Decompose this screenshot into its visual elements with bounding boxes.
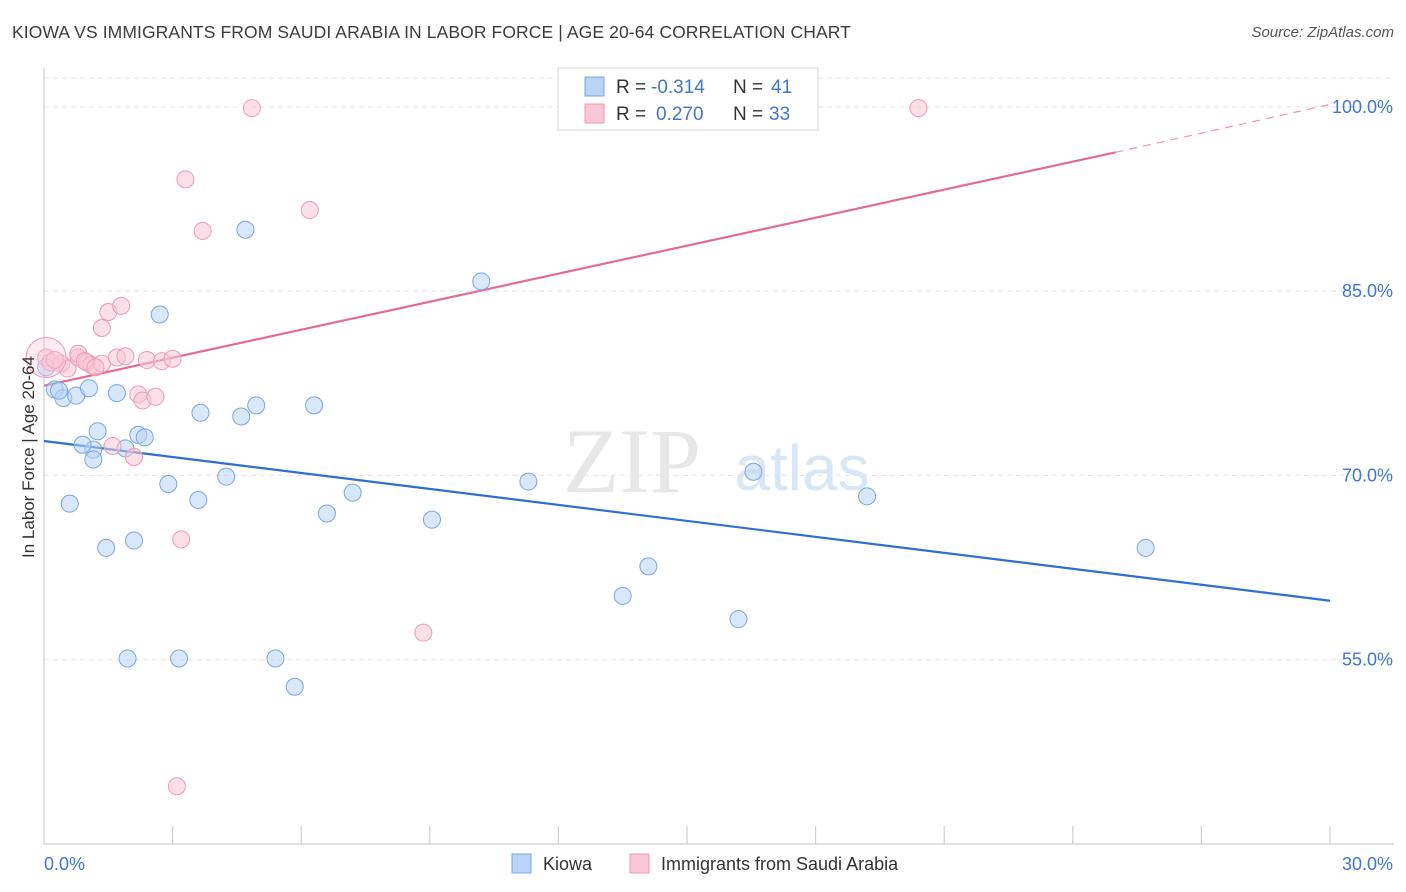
source-credit: Source: ZipAtlas.com — [1251, 24, 1394, 41]
kiowa-point — [232, 407, 251, 426]
kiowa-point — [135, 428, 154, 447]
kiowa-point — [60, 494, 79, 513]
bottom-legend-saudi-label: Immigrants from Saudi Arabia — [661, 854, 899, 874]
kiowa-point — [317, 504, 336, 523]
gridlines: 55.0% 70.0% 85.0% 100.0% — [44, 77, 1394, 670]
legend-kiowa-r: -0.314 — [651, 77, 705, 98]
saudi-point — [242, 99, 261, 118]
y-axis-title: In Labor Force | Age 20-64 — [19, 356, 38, 558]
legend-r-label: R = — [616, 77, 646, 98]
saudi-point — [909, 99, 928, 118]
kiowa-point — [150, 305, 169, 324]
kiowa-point — [744, 462, 763, 481]
saudi-point — [137, 350, 156, 369]
legend-n-label: N = — [733, 77, 763, 98]
kiowa-point — [613, 586, 632, 605]
x-tick-label: 0.0% — [44, 854, 85, 874]
kiowa-point — [84, 450, 103, 469]
legend-kiowa-n: 41 — [771, 77, 792, 98]
kiowa-point — [73, 435, 92, 454]
kiowa-trend-line — [43, 439, 1331, 602]
kiowa-point — [189, 491, 208, 509]
legend-r-label-2: R = — [616, 104, 646, 125]
watermark: ZIP atlas — [563, 410, 870, 512]
kiowa-point — [118, 649, 137, 668]
saudi-point — [86, 358, 105, 377]
saudi-point — [125, 448, 144, 466]
kiowa-point — [422, 510, 441, 529]
kiowa-point — [247, 396, 266, 415]
saudi-point — [146, 387, 165, 406]
y-tick-label: 100.0% — [1332, 97, 1393, 117]
kiowa-point — [50, 381, 69, 400]
watermark-zip: ZIP — [563, 410, 701, 512]
kiowa-point — [858, 487, 877, 506]
kiowa-point — [80, 379, 99, 398]
kiowa-point — [472, 272, 491, 291]
kiowa-point — [191, 403, 210, 422]
saudi-point — [167, 777, 186, 796]
saudi-point — [92, 319, 111, 337]
svg-text:N =: N = — [733, 104, 763, 125]
kiowa-point — [343, 483, 362, 502]
kiowa-point — [305, 396, 324, 415]
y-tick-label: 55.0% — [1342, 650, 1393, 670]
kiowa-point — [639, 557, 658, 576]
svg-text:R =: R = — [616, 77, 646, 98]
legend-saudi-n: 33 — [769, 104, 790, 125]
y-tick-label: 70.0% — [1342, 465, 1393, 485]
kiowa-point — [217, 467, 236, 486]
saudi-trend-line — [43, 151, 1116, 387]
chart-title: KIOWA VS IMMIGRANTS FROM SAUDI ARABIA IN… — [12, 22, 851, 42]
saudi-point — [414, 623, 433, 642]
kiowa-point — [159, 475, 178, 494]
x-tick-label: 30.0% — [1342, 854, 1393, 874]
saudi-point — [112, 296, 131, 315]
saudi-point — [103, 436, 122, 455]
saudi-point — [193, 221, 212, 240]
saudi-point — [176, 170, 195, 189]
bottom-legend-saudi-swatch — [629, 853, 650, 874]
svg-text:N =: N = — [733, 77, 763, 98]
kiowa-point — [107, 384, 126, 403]
saudi-point — [116, 347, 135, 366]
legend-saudi-swatch — [584, 103, 605, 124]
saudi-point — [172, 530, 191, 549]
kiowa-point — [170, 649, 189, 668]
saudi-trend-extension — [1115, 103, 1331, 153]
y-tick-label: 85.0% — [1342, 281, 1393, 301]
bottom-legend-kiowa-label: Kiowa — [543, 854, 593, 874]
kiowa-point — [285, 677, 304, 696]
data-points — [25, 99, 1155, 796]
legend-saudi-r: 0.270 — [656, 104, 704, 125]
kiowa-point — [236, 220, 255, 239]
svg-text:R =: R = — [616, 104, 646, 125]
kiowa-point — [125, 531, 144, 550]
trend-lines — [43, 103, 1331, 602]
kiowa-point — [266, 649, 285, 668]
legend-kiowa-swatch — [584, 76, 605, 97]
legend-n-label-2: N = — [733, 104, 763, 125]
kiowa-point — [88, 422, 107, 441]
saudi-point — [163, 349, 182, 368]
saudi-point — [45, 350, 64, 369]
kiowa-point — [1136, 538, 1155, 557]
bottom-legend-kiowa-swatch — [511, 853, 532, 874]
correlation-legend: R = -0.314 N = 41 R = 0.270 N = 33 — [557, 67, 819, 131]
saudi-point — [300, 201, 319, 220]
series-legend: Kiowa Immigrants from Saudi Arabia — [511, 853, 899, 874]
kiowa-point — [729, 610, 748, 629]
kiowa-point — [97, 538, 116, 557]
kiowa-point — [519, 472, 538, 491]
saudi-point — [58, 359, 77, 378]
axes: 0.0% 30.0% — [43, 68, 1394, 874]
saudi-cluster-point — [25, 336, 67, 378]
